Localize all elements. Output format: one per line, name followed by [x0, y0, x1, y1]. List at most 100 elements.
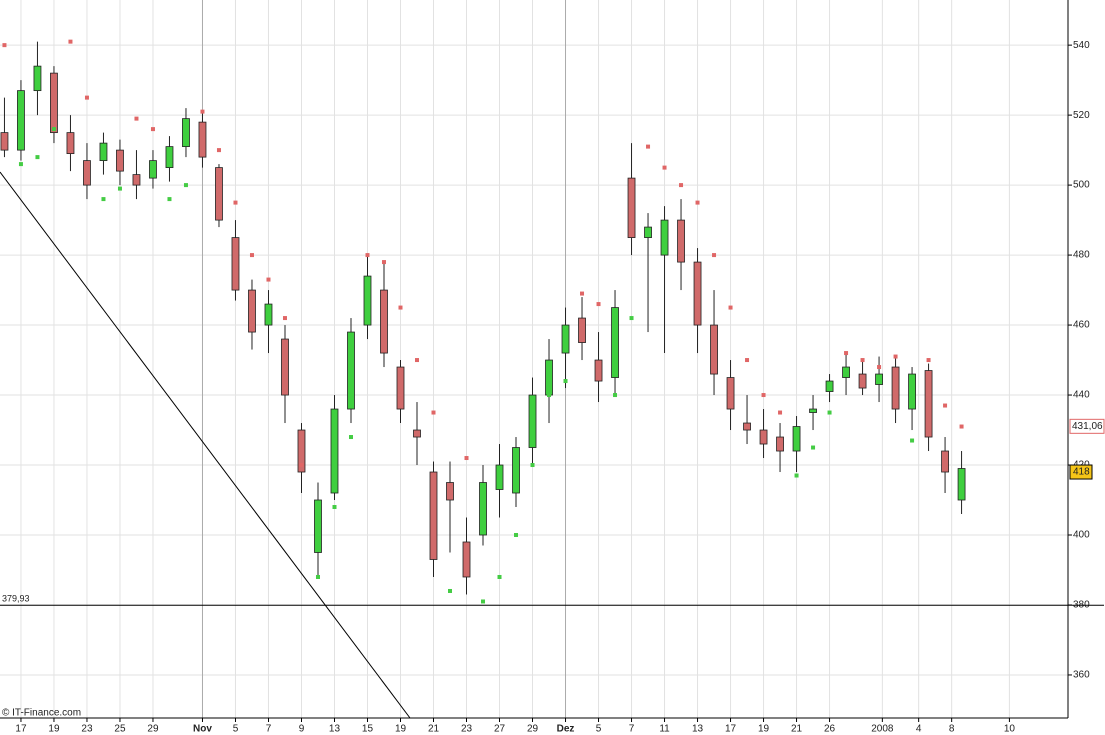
sar-dot [35, 155, 40, 160]
candle-body [363, 275, 372, 326]
candle-body [561, 324, 570, 354]
candle-body [231, 237, 240, 291]
candle-body [116, 149, 124, 172]
candle-body [677, 219, 685, 263]
candle-body [512, 447, 520, 494]
candle-body [281, 338, 289, 396]
candle-body [50, 72, 58, 134]
sar-dot [580, 291, 585, 296]
y-tick-label: 360 [1073, 670, 1090, 681]
x-tick-label: 8 [949, 724, 955, 735]
candle-body [858, 373, 867, 389]
sar-dot [794, 473, 799, 478]
sar-dot [299, 463, 304, 468]
sar-dot [959, 424, 964, 429]
sar-dot [2, 43, 7, 48]
last-price-box [1069, 464, 1093, 480]
candle-body [248, 289, 256, 333]
candle-body [825, 380, 834, 392]
candle-body [0, 132, 9, 151]
x-tick-label: 13 [692, 724, 704, 735]
sar-dot [117, 186, 122, 191]
y-tick-label: 440 [1073, 390, 1090, 401]
x-tick-label: Dez [557, 724, 575, 735]
candle-body [908, 373, 916, 410]
sar-dot [101, 197, 106, 202]
sar-dot [728, 305, 733, 310]
candle-body [759, 429, 768, 445]
candle-body [545, 359, 553, 396]
y-tick-label: 400 [1073, 530, 1090, 541]
x-tick-label: 7 [629, 724, 635, 735]
sar-dot [84, 95, 89, 100]
x-tick-label: 15 [362, 724, 374, 735]
x-tick-label: 11 [659, 724, 670, 735]
x-tick-label: 26 [824, 724, 836, 735]
sar-dot [827, 410, 832, 415]
x-tick-label: 21 [791, 724, 803, 735]
sar-dot [811, 445, 816, 450]
sar-dot [629, 316, 634, 321]
candle-body [380, 289, 388, 354]
sar-dot [547, 393, 552, 398]
sar-dot [745, 358, 750, 363]
candle-body [297, 429, 306, 473]
x-tick-label: 17 [15, 724, 27, 735]
candle-body [726, 377, 735, 410]
y-tick-label: 460 [1073, 320, 1090, 331]
candle-body [743, 422, 751, 431]
x-tick-label: 17 [725, 724, 737, 735]
candle-body [99, 142, 108, 162]
sar-dot [761, 393, 766, 398]
sar-dot [877, 365, 882, 370]
candle-body [330, 408, 339, 494]
y-tick-label: 500 [1073, 180, 1090, 191]
candle-body [611, 307, 619, 378]
candle-body [149, 160, 157, 179]
sar-dot [348, 435, 353, 440]
candle-body [875, 373, 883, 385]
candle-body [660, 219, 669, 256]
x-tick-label: 4 [916, 724, 922, 735]
last-sar-box [1069, 418, 1105, 434]
sar-dot [249, 253, 254, 258]
candle-body [924, 370, 933, 438]
candle-body [347, 331, 355, 410]
candle-body [83, 160, 91, 186]
x-tick-label: 29 [527, 724, 539, 735]
candle-body [314, 499, 322, 553]
sar-dot [233, 200, 238, 205]
sar-dot [216, 148, 221, 153]
sar-dot [893, 354, 898, 359]
candle-body [842, 366, 850, 378]
sar-dot [514, 533, 519, 538]
x-tick-label: 7 [266, 724, 272, 735]
candle-body [957, 468, 966, 501]
sar-dot [51, 127, 56, 132]
candle-body [891, 366, 900, 410]
candle-body [578, 317, 586, 343]
candle-body [627, 177, 636, 238]
x-tick-label: 21 [428, 724, 440, 735]
trend-line [0, 171, 411, 719]
candle-body [215, 167, 223, 221]
candle-body [479, 482, 487, 536]
y-tick-label: 540 [1073, 40, 1090, 51]
candle-body [710, 324, 718, 375]
candle-body [264, 303, 273, 326]
candle-body [396, 366, 405, 410]
x-tick-label: 29 [147, 724, 159, 735]
x-tick-label: 9 [299, 724, 305, 735]
sar-dot [926, 358, 931, 363]
sar-dot [530, 463, 535, 468]
y-tick-label: 480 [1073, 250, 1090, 261]
sar-dot [910, 438, 915, 443]
sar-dot [315, 574, 320, 579]
sar-dot [778, 410, 783, 415]
sar-dot [415, 358, 420, 363]
copyright: © IT-Finance.com [2, 708, 81, 719]
sar-dot [712, 253, 717, 258]
sar-dot [613, 393, 618, 398]
sar-dot [431, 410, 436, 415]
